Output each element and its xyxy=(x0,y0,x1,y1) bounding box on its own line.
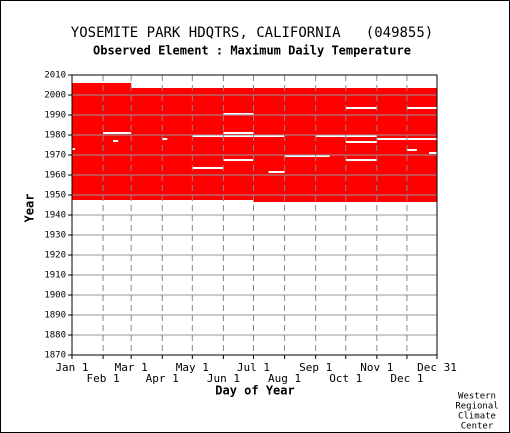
missing-gap xyxy=(345,159,377,161)
missing-gap xyxy=(192,167,224,169)
missing-gap xyxy=(268,171,285,173)
missing-gap xyxy=(345,107,377,109)
missing-gap xyxy=(72,148,76,150)
missing-gap xyxy=(345,141,377,143)
data-block xyxy=(253,88,437,202)
y-tick-label: 1960 xyxy=(44,171,66,181)
x-tick-label: Jan 1 xyxy=(55,361,88,374)
x-tick-label: Oct 1 xyxy=(329,372,362,385)
x-tick-label: Jun 1 xyxy=(207,372,240,385)
chart-title: YOSEMITE PARK HDQTRS, CALIFORNIA (049855… xyxy=(71,25,433,41)
y-tick-label: 1950 xyxy=(44,191,66,201)
y-tick-label: 1990 xyxy=(44,111,66,121)
x-axis-label: Day of Year xyxy=(215,384,294,398)
data-block xyxy=(72,88,254,200)
missing-gap xyxy=(406,149,417,151)
y-tick-label: 2000 xyxy=(44,91,66,101)
y-axis-label: Year xyxy=(23,194,37,223)
y-tick-label: 1930 xyxy=(44,231,66,241)
missing-gap xyxy=(223,159,254,161)
missing-gap xyxy=(223,132,254,134)
credit: Climate xyxy=(458,412,496,422)
y-tick-label: 1920 xyxy=(44,251,66,261)
y-tick-label: 1970 xyxy=(44,151,66,161)
missing-gap xyxy=(223,113,254,115)
y-tick-label: 1900 xyxy=(44,291,66,301)
missing-gap xyxy=(162,138,168,140)
x-tick-label: Aug 1 xyxy=(268,372,301,385)
credit: Center xyxy=(461,422,494,432)
missing-gap xyxy=(284,155,330,157)
x-tick-label: May 1 xyxy=(176,361,209,374)
missing-gap xyxy=(103,132,132,134)
x-tick-label: Dec 31 xyxy=(417,361,457,374)
y-tick-label: 1910 xyxy=(44,271,66,281)
x-tick-label: Dec 1 xyxy=(390,372,423,385)
missing-gap xyxy=(315,135,377,137)
data-block xyxy=(72,83,132,88)
y-tick-label: 1880 xyxy=(44,331,66,341)
missing-gap xyxy=(406,107,437,109)
missing-gap xyxy=(192,135,285,137)
y-tick-label: 1980 xyxy=(44,131,66,141)
y-tick-label: 1940 xyxy=(44,211,66,221)
x-tick-label: Apr 1 xyxy=(146,372,179,385)
y-tick-label: 1890 xyxy=(44,311,66,321)
credit: Regional xyxy=(455,402,498,412)
x-tick-label: Jul 1 xyxy=(237,361,270,374)
x-tick-label: Mar 1 xyxy=(115,361,148,374)
y-tick-label: 2010 xyxy=(44,71,66,81)
y-tick-label: 1870 xyxy=(44,351,66,361)
chart-subtitle: Observed Element : Maximum Daily Tempera… xyxy=(93,44,411,58)
plot-border xyxy=(71,74,438,356)
x-tick-label: Feb 1 xyxy=(87,372,120,385)
x-tick-label: Sep 1 xyxy=(299,361,332,374)
missing-gap xyxy=(428,152,437,154)
credit: Western xyxy=(458,392,496,402)
missing-gap xyxy=(113,140,119,142)
x-tick-label: Nov 1 xyxy=(360,361,393,374)
